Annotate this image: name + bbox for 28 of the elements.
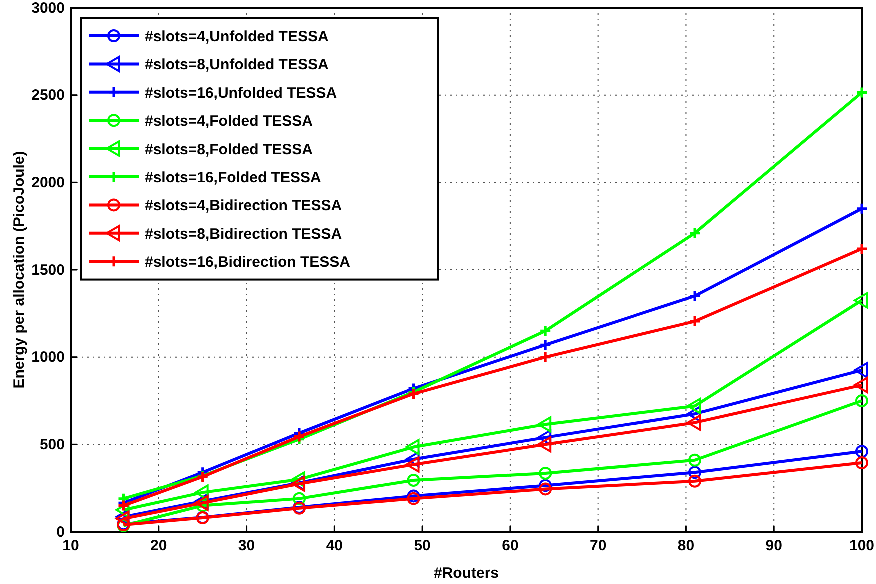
legend-label: #slots=8,Bidirection TESSA bbox=[145, 226, 342, 243]
legend-label: #slots=4,Unfolded TESSA bbox=[145, 28, 329, 46]
legend-label: #slots=8,Folded TESSA bbox=[145, 141, 314, 158]
y-tick-label: 2000 bbox=[32, 174, 65, 192]
legend-label: #slots=16,Bidirection TESSA bbox=[145, 254, 351, 272]
x-axis-title: #Routers bbox=[434, 565, 500, 582]
x-tick-label: 80 bbox=[678, 538, 695, 555]
x-tick-label: 50 bbox=[414, 538, 431, 555]
x-tick-label: 20 bbox=[150, 538, 168, 555]
legend-label: #slots=16,Unfolded TESSA bbox=[145, 84, 338, 102]
y-tick-label: 0 bbox=[56, 524, 65, 541]
y-tick-label: 2500 bbox=[32, 87, 65, 104]
x-tick-label: 10 bbox=[62, 538, 80, 555]
x-tick-label: 30 bbox=[238, 538, 256, 555]
y-axis-title: Energy per allocation (PicoJoule) bbox=[11, 151, 28, 389]
y-tick-label: 500 bbox=[40, 436, 65, 454]
legend-label: #slots=16,Folded TESSA bbox=[145, 170, 322, 186]
legend-label: #slots=4,Bidirection TESSA bbox=[145, 198, 342, 215]
legend-label: #slots=4,Folded TESSA bbox=[145, 113, 314, 130]
x-tick-label: 60 bbox=[502, 538, 519, 555]
legend-label: #slots=8,Unfolded TESSA bbox=[145, 56, 329, 74]
y-tick-label: 3000 bbox=[32, 0, 65, 17]
x-tick-label: 100 bbox=[849, 538, 875, 555]
x-tick-label: 40 bbox=[326, 538, 344, 555]
y-tick-label: 1000 bbox=[32, 349, 65, 366]
x-tick-label: 90 bbox=[766, 538, 782, 555]
x-tick-label: 70 bbox=[590, 538, 607, 555]
y-tick-label: 1500 bbox=[32, 262, 65, 279]
